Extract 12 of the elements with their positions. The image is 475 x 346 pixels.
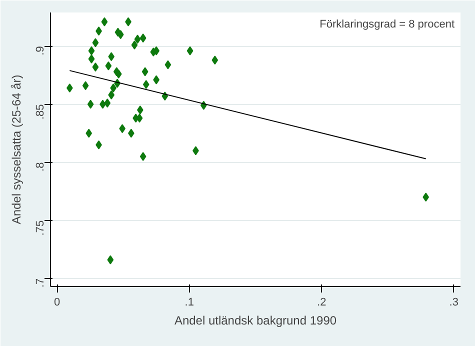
y-tick-label: .9 <box>34 46 46 56</box>
x-axis-title: Andel utländsk bakgrund 1990 <box>174 314 337 328</box>
x-tick-label: 0 <box>54 296 60 308</box>
y-tick-label: .85 <box>34 104 46 120</box>
y-tick-label: .75 <box>34 220 46 236</box>
annotation: Förklaringsgrad = 8 procent <box>320 18 455 30</box>
y-tick-label: .7 <box>34 278 46 288</box>
y-axis-title: Andel sysselsatta (25-64 år) <box>10 74 24 224</box>
x-tick-label: .3 <box>449 296 458 308</box>
x-tick-label: .1 <box>184 296 194 308</box>
y-tick-label: .8 <box>34 162 46 172</box>
x-tick-label: .2 <box>317 296 326 308</box>
